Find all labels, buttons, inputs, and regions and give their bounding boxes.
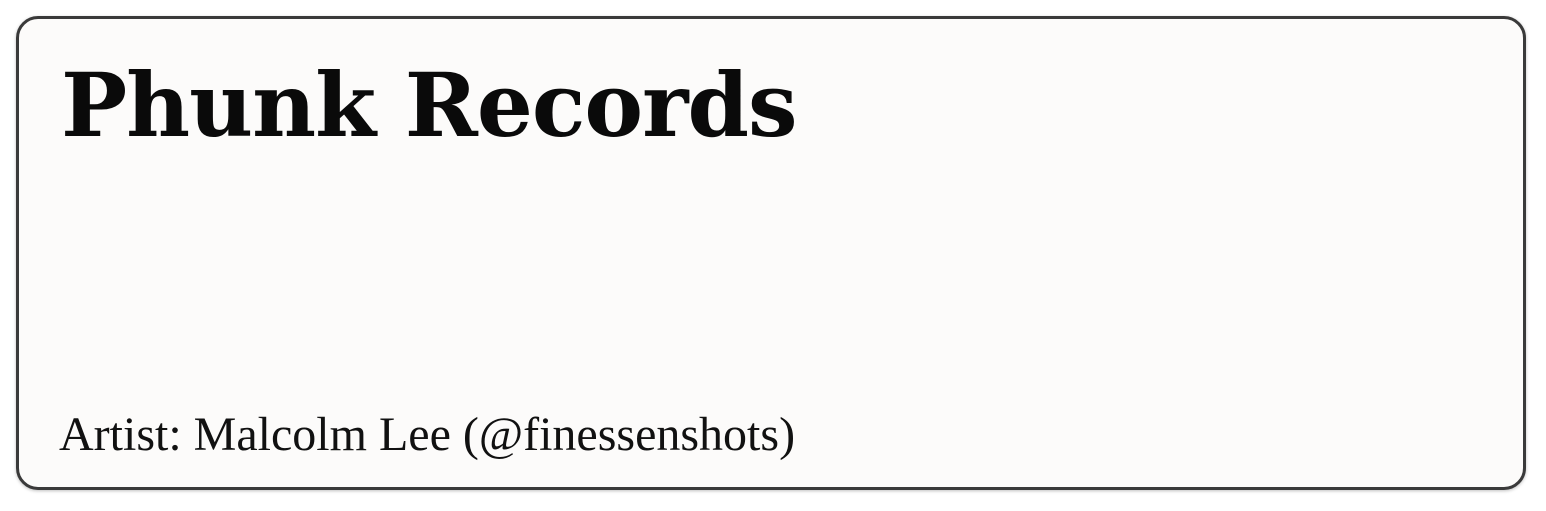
card-title: Phunk Records	[61, 53, 798, 157]
record-label-card: Phunk Records Artist: Malcolm Lee (@fine…	[16, 16, 1526, 490]
artist-credit: Artist: Malcolm Lee (@finessenshots)	[59, 408, 796, 461]
